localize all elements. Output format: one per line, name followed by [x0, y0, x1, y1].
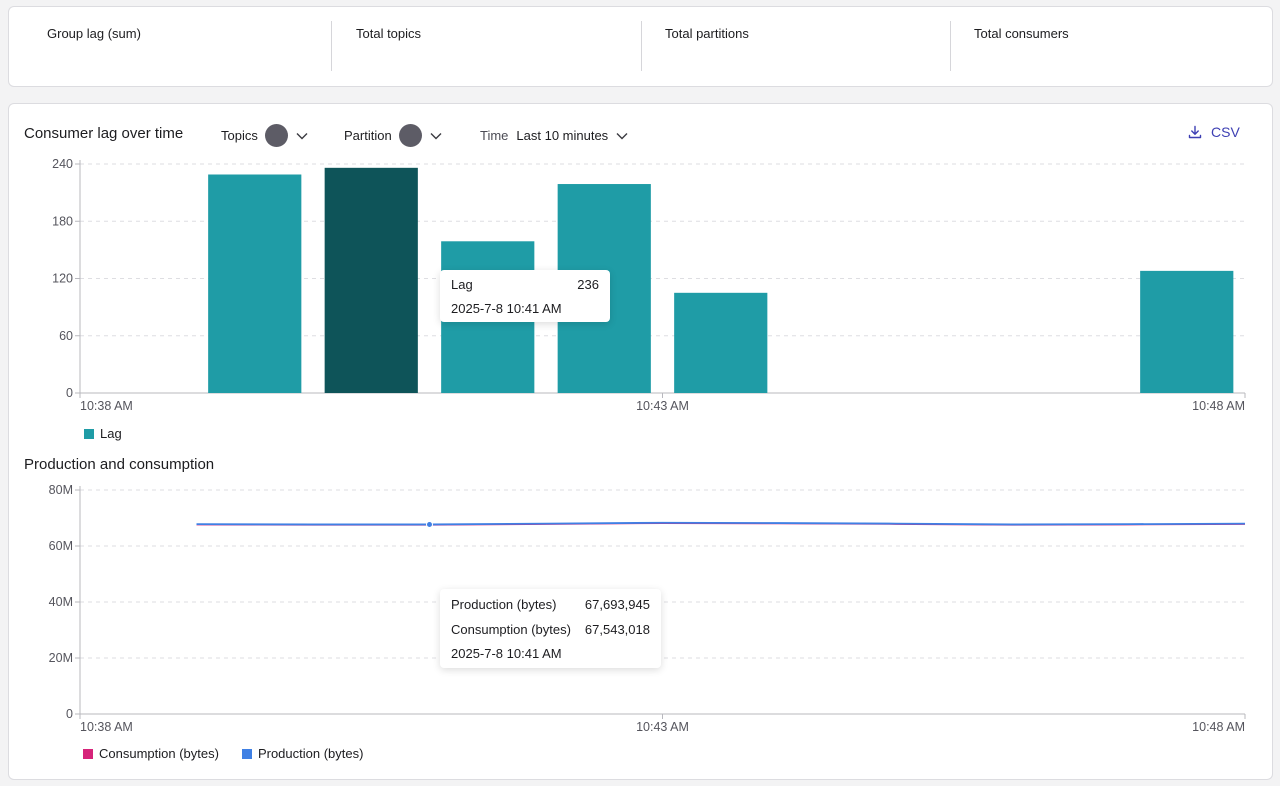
stat-label: Total partitions [665, 26, 749, 41]
stat-divider [950, 21, 951, 71]
time-filter-value: Last 10 minutes [516, 127, 609, 143]
stat-divider [331, 21, 332, 71]
lag-bar [324, 167, 418, 393]
y-tick-label: 0 [66, 707, 73, 721]
lag-legend: Lag [84, 426, 145, 441]
legend-item-consumption[interactable]: Consumption (bytes) [83, 746, 219, 761]
lag-bar [1140, 270, 1234, 393]
legend-swatch [83, 748, 93, 759]
tooltip-value: 236 [577, 277, 599, 292]
production-tooltip: Production (bytes) 67,693,945 Consumptio… [440, 589, 661, 668]
legend-label: Consumption (bytes) [99, 746, 219, 761]
y-tick-label: 0 [66, 386, 73, 400]
lag-bar-chart: 0 60 120 180 240 10:38 AM 10:43 AM 10:48 AM [52, 157, 1246, 413]
time-filter-label: Time [480, 127, 509, 143]
legend-swatch [241, 748, 252, 759]
csv-label: CSV [1211, 124, 1240, 140]
stat-divider [641, 21, 642, 71]
y-tick-label: 60 [59, 329, 73, 343]
legend-label: Lag [100, 426, 122, 441]
x-tick-label: 10:38 AM [80, 720, 133, 734]
legend-swatch [84, 428, 94, 439]
legend-label: Production (bytes) [257, 746, 364, 761]
y-tick-label: 40M [49, 595, 73, 609]
x-tick-label: 10:43 AM [636, 720, 689, 734]
partition-filter-label: Partition [344, 127, 392, 143]
lag-bar [674, 292, 768, 393]
x-tick-label: 10:48 AM [1192, 399, 1245, 413]
legend-item-lag[interactable]: Lag [84, 426, 122, 441]
x-tick-label: 10:43 AM [636, 399, 689, 413]
topics-filter[interactable]: Topics [221, 123, 308, 147]
lag-chart-title: Consumer lag over time [24, 125, 184, 142]
stat-label: Total topics [356, 26, 422, 41]
y-tick-label: 60M [49, 539, 73, 553]
tooltip-time: 2025-7-8 10:41 AM [451, 301, 562, 316]
y-tick-label: 180 [52, 214, 73, 228]
stats-card: Group lag (sum) Total topics Total parti… [8, 6, 1273, 87]
production-line [196, 521, 1246, 526]
download-icon [1188, 125, 1202, 139]
time-filter[interactable]: Time Last 10 minutes [480, 123, 628, 147]
x-tick-label: 10:48 AM [1192, 720, 1245, 734]
lag-tooltip: Lag 236 2025-7-8 10:41 AM [440, 270, 610, 322]
stat-label: Total consumers [974, 26, 1069, 41]
x-tick-label: 10:38 AM [80, 399, 133, 413]
topics-avatar-icon [264, 123, 288, 147]
y-tick-label: 20M [49, 651, 73, 665]
partition-filter[interactable]: Partition [344, 123, 442, 147]
legend-item-production[interactable]: Production (bytes) [241, 746, 364, 761]
partition-avatar-icon [398, 123, 422, 147]
tooltip-value: 67,543,018 [584, 622, 650, 637]
chevron-down-icon [616, 128, 628, 143]
tooltip-time: 2025-7-8 10:41 AM [451, 646, 562, 661]
topics-filter-label: Topics [221, 127, 258, 143]
chevron-down-icon [430, 128, 442, 143]
production-chart-title: Production and consumption [24, 456, 215, 473]
tooltip-label: Production (bytes) [451, 597, 557, 612]
production-legend: Consumption (bytes) Production (bytes) [83, 746, 386, 761]
tooltip-label: Lag [451, 277, 473, 292]
production-point [426, 520, 433, 528]
y-tick-label: 240 [52, 157, 73, 171]
tooltip-label: Consumption (bytes) [451, 622, 571, 637]
chevron-down-icon [296, 128, 308, 143]
y-tick-label: 120 [52, 272, 73, 286]
lag-bar [208, 174, 302, 393]
stat-label: Group lag (sum) [47, 26, 141, 41]
csv-download-button[interactable]: CSV [1188, 124, 1240, 140]
y-tick-label: 80M [49, 483, 73, 497]
tooltip-value: 67,693,945 [584, 597, 650, 612]
